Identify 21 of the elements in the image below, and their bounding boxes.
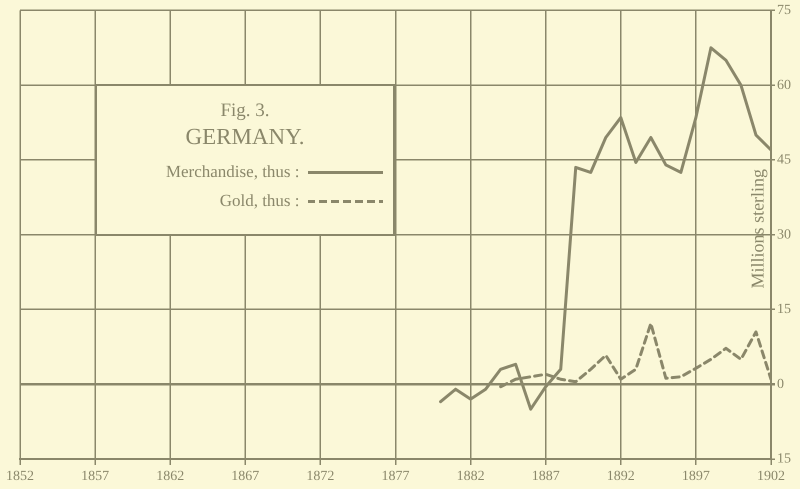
x-tick-label: 1852: [6, 469, 34, 484]
x-tick-label: 1862: [156, 469, 184, 484]
x-tick-label: 1877: [382, 469, 410, 484]
x-tick-label: 1867: [231, 469, 260, 484]
x-tick-label: 1902: [757, 469, 785, 484]
y-tick-label: 75: [777, 3, 791, 18]
legend-label: Merchandise, thus :: [166, 162, 300, 181]
y-tick-label: 0: [777, 376, 784, 392]
x-tick-label: 1892: [606, 469, 635, 484]
x-tick-label: 1857: [81, 469, 110, 484]
y-tick-label: 60: [777, 78, 791, 93]
y-tick-label: 30: [777, 227, 791, 242]
x-tick-label: 1897: [682, 469, 710, 484]
y-tick-label: 15: [777, 452, 791, 467]
x-tick-label: 1887: [532, 469, 560, 484]
x-tick-label: 1872: [306, 469, 334, 484]
x-tick-label: 1882: [456, 469, 485, 484]
y-tick-label: 45: [777, 152, 791, 168]
y-axis-title: Millions sterling: [748, 168, 768, 288]
y-tick-label: 15: [777, 302, 791, 318]
legend-label: Gold, thus :: [220, 190, 300, 210]
